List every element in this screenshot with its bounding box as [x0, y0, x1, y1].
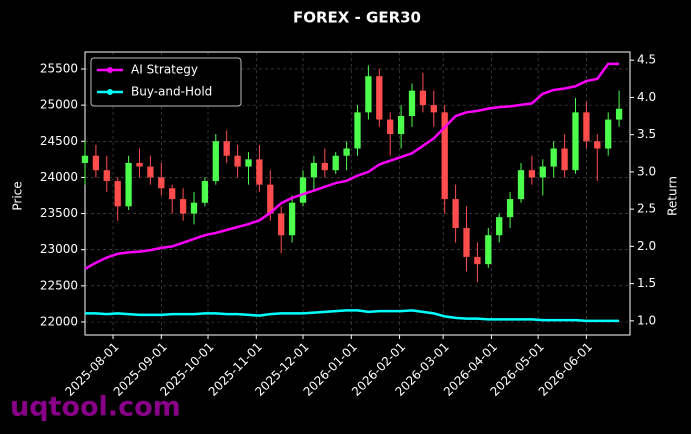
candle-body	[310, 162, 318, 178]
candle-body	[245, 159, 252, 167]
candle-body	[158, 177, 165, 189]
y2-tick-label: 2.0	[637, 239, 656, 253]
y-tick-label: 24500	[40, 134, 78, 148]
candle-body	[81, 155, 89, 163]
candle-body	[452, 199, 459, 229]
candle-body	[114, 181, 121, 207]
candle-body	[125, 162, 132, 207]
candle-body	[430, 105, 437, 113]
candle-body	[103, 170, 110, 182]
y-tick-label: 24000	[40, 170, 78, 184]
candle-body	[419, 90, 427, 106]
watermark: uqtool.com	[10, 392, 181, 423]
candle-body	[147, 166, 154, 178]
y2-tick-label: 2.5	[637, 202, 656, 216]
candle-body	[223, 141, 230, 156]
candle-body	[528, 170, 536, 178]
candle-body	[561, 148, 568, 171]
y-tick-label: 25500	[40, 61, 78, 75]
y2-tick-label: 1.5	[637, 276, 656, 290]
y2-tick-label: 1.0	[637, 313, 656, 327]
legend-label: AI Strategy	[131, 63, 198, 77]
candle-body	[256, 159, 263, 185]
candle-body	[332, 155, 339, 171]
candle-body	[321, 162, 328, 171]
y2-tick-label: 4.0	[637, 90, 656, 104]
legend-box	[90, 57, 242, 107]
series-line	[84, 62, 620, 270]
y2-tick-label: 4.5	[637, 53, 656, 67]
y2-tick-label: 3.0	[637, 164, 656, 178]
y-tick-label: 25000	[40, 98, 78, 112]
legend: AI Strategy Buy-and-Hold	[90, 57, 242, 107]
y2-tick-label: 3.5	[637, 127, 656, 141]
candle-body	[594, 141, 601, 149]
candle-body	[234, 155, 241, 167]
y-tick-label: 23500	[40, 206, 78, 220]
candle-body	[408, 90, 416, 116]
candle-body	[92, 155, 100, 171]
candle-body	[583, 112, 590, 142]
candle-body	[539, 166, 546, 178]
candle-body	[615, 108, 623, 120]
candle-body	[136, 162, 143, 167]
candle-body	[365, 76, 372, 113]
legend-label: Buy-and-Hold	[131, 85, 212, 99]
candle-body	[397, 115, 405, 135]
candle-body	[496, 217, 503, 236]
plot-frame	[84, 51, 631, 336]
candle-body	[517, 170, 525, 200]
candle-body	[354, 112, 361, 149]
candle-body	[605, 119, 612, 149]
series-line	[85, 309, 620, 323]
y-tick-label: 22500	[40, 278, 78, 292]
candle-body	[278, 213, 285, 236]
y-tick-label: 23000	[40, 242, 78, 256]
chart-title: FOREX - GER30	[293, 9, 421, 27]
candle-body	[267, 184, 274, 214]
candle-body	[550, 148, 557, 167]
candle-body	[485, 235, 492, 265]
candle-body	[506, 199, 514, 218]
candle-body	[441, 112, 448, 200]
legend-marker	[107, 67, 113, 73]
candle-body	[212, 141, 219, 182]
y-tick-label: 22000	[40, 314, 78, 328]
candle-body	[179, 199, 187, 214]
candle-body	[288, 202, 296, 236]
candle-body	[299, 177, 307, 203]
candle-body	[201, 181, 209, 203]
candle-body	[474, 256, 481, 265]
candle-body	[343, 148, 350, 156]
candle-body	[387, 119, 394, 135]
candle-body	[169, 188, 176, 200]
legend-marker	[107, 89, 113, 95]
candle-body	[376, 76, 383, 120]
candle-body	[190, 202, 198, 214]
y-axis-label: Price	[11, 181, 25, 210]
candle-body	[572, 112, 579, 171]
candle-body	[463, 228, 470, 257]
y2-axis-label: Return	[666, 176, 680, 216]
